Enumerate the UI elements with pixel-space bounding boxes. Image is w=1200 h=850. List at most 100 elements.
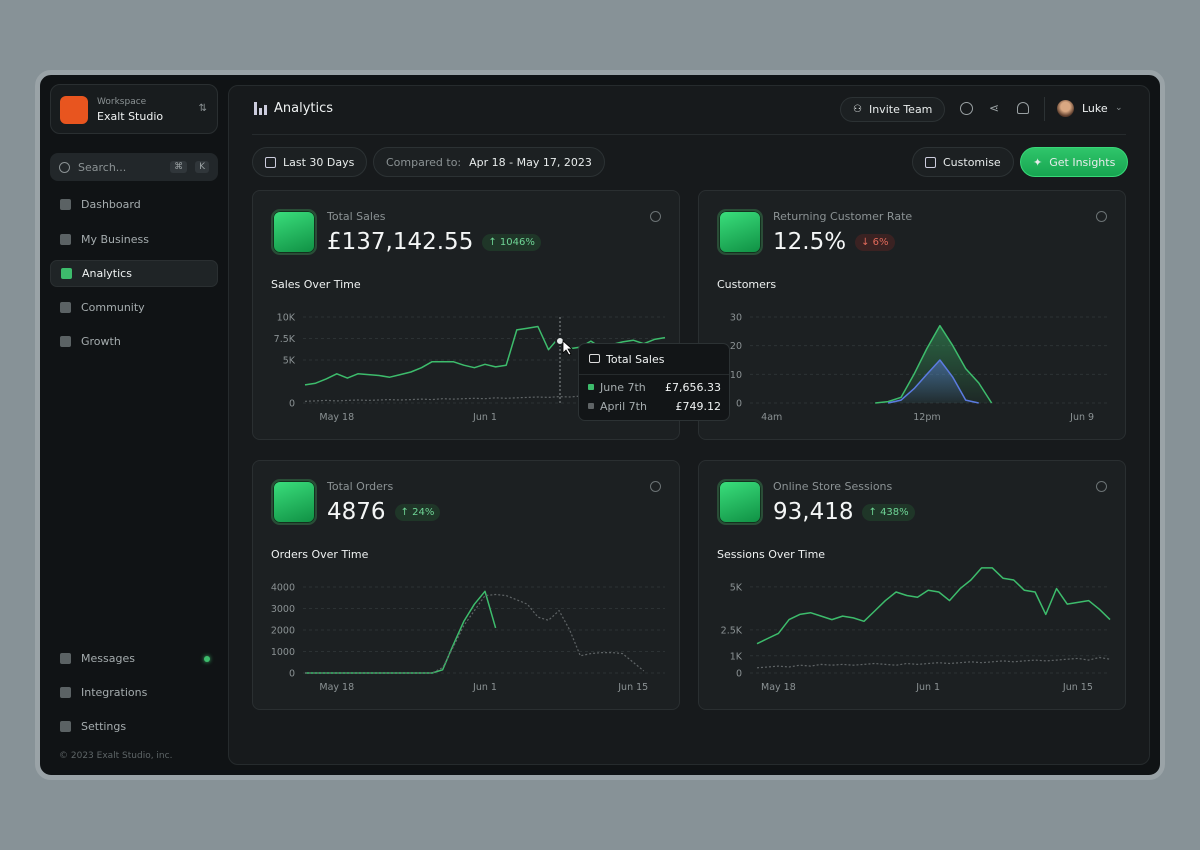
metric-icon: [717, 479, 763, 525]
x-tick-label: 12pm: [913, 412, 940, 423]
search-placeholder: Search...: [78, 160, 127, 174]
change-value: 438%: [880, 506, 909, 518]
y-tick-label: 5K: [283, 356, 296, 367]
user-chevron: ⌄: [1115, 103, 1123, 113]
y-tick-label: 1K: [730, 651, 743, 662]
nav-item[interactable]: Settings: [50, 713, 218, 740]
customise-button[interactable]: Customise: [912, 147, 1014, 177]
shortcut-key: ⌘: [170, 161, 188, 173]
tooltip-title: Total Sales: [589, 353, 664, 367]
x-tick-label: May 18: [319, 412, 354, 423]
tooltip-row-value: £749.12: [675, 400, 722, 413]
analytics-icon: [254, 102, 267, 115]
metric-label: Online Store Sessions: [773, 480, 893, 493]
y-tick-label: 4000: [271, 583, 295, 594]
y-tick-label: 0: [289, 399, 295, 410]
nav-item[interactable]: Community: [50, 294, 218, 321]
metric-label: Total Sales: [327, 210, 386, 223]
metric-icon: [271, 209, 317, 255]
help-icon[interactable]: [960, 102, 973, 115]
range-label: Last 30 Days: [283, 155, 355, 169]
metric-row: £137,142.55 ↑ 1046%: [327, 227, 541, 257]
change-badge: ↓ 6%: [855, 233, 895, 251]
chart-title: Sales Over Time: [271, 278, 361, 291]
change-value: 1046%: [499, 236, 535, 248]
tooltip-swatch: [588, 384, 594, 390]
nav-item[interactable]: Growth: [50, 328, 218, 355]
change-value: 24%: [412, 506, 435, 518]
metric-value: 12.5%: [773, 229, 847, 255]
x-tick-label: Jun 15: [1062, 682, 1093, 693]
page-title: Analytics: [274, 101, 334, 116]
y-tick-label: 30: [730, 313, 742, 324]
change-value: 6%: [872, 236, 889, 248]
avatar[interactable]: [1057, 100, 1074, 117]
user-name[interactable]: Luke: [1082, 102, 1108, 115]
y-tick-label: 2000: [271, 626, 295, 637]
invite-button[interactable]: ⚇ Invite Team: [840, 97, 946, 122]
metric-row: 4876 ↑ 24%: [327, 497, 441, 527]
info-icon[interactable]: [1096, 481, 1107, 492]
insights-label: Get Insights: [1049, 155, 1116, 169]
series-line: [305, 590, 497, 674]
tooltip-row-label: June 7th: [600, 381, 646, 394]
metric-value: 4876: [327, 499, 386, 525]
y-tick-label: 20: [730, 341, 742, 352]
series-line: [875, 324, 993, 404]
unread-dot: [204, 655, 210, 662]
x-tick-label: 4am: [761, 412, 782, 423]
x-tick-label: Jun 1: [472, 412, 497, 423]
series-line: [887, 359, 979, 404]
nav-item[interactable]: Dashboard: [50, 191, 218, 218]
y-tick-label: 0: [289, 669, 295, 680]
tooltip-swatch: [588, 403, 594, 409]
workspace-switcher[interactable]: Workspace Exalt Studio ⇅: [50, 84, 218, 134]
workspace-name: Exalt Studio: [97, 110, 164, 123]
change-badge: ↑ 24%: [394, 503, 441, 521]
tooltip-title-text: Total Sales: [606, 353, 665, 366]
series-line: [305, 593, 645, 674]
tooltip: Total Sales June 7th £7,656.33 April 7th…: [578, 343, 730, 421]
x-tick-label: May 18: [319, 682, 354, 693]
series-line: [756, 656, 1111, 669]
y-tick-label: 10K: [277, 313, 296, 324]
chart-title: Customers: [717, 278, 777, 291]
metric-icon: [717, 209, 763, 255]
bell-icon[interactable]: [1017, 102, 1029, 114]
compare-label: Compared to:: [386, 155, 462, 169]
insights-button[interactable]: ✦ Get Insights: [1020, 147, 1129, 177]
chevron: ⇅: [198, 103, 207, 114]
x-tick-label: Jun 1: [472, 682, 497, 693]
invite-label: Invite Team: [868, 103, 933, 116]
y-tick-label: 7.5K: [274, 334, 296, 345]
y-tick-label: 2.5K: [721, 625, 743, 636]
nav-item[interactable]: Integrations: [50, 679, 218, 706]
nav-item[interactable]: My Business: [50, 226, 218, 253]
series-area: [875, 325, 992, 403]
range-button[interactable]: Last 30 Days: [252, 147, 368, 177]
share-icon[interactable]: ⋖: [989, 101, 1000, 115]
nav-label: Messages: [81, 652, 135, 665]
info-icon[interactable]: [650, 481, 661, 492]
search-icon: [59, 161, 70, 173]
tooltip-row-value: £7,656.33: [665, 381, 721, 394]
compare-button[interactable]: Compared to: Apr 18 - May 17, 2023: [373, 147, 605, 177]
workspace-label: Workspace: [97, 97, 147, 107]
nav-item-active[interactable]: Analytics: [50, 260, 218, 287]
metric-row: 12.5% ↓ 6%: [773, 227, 895, 257]
search[interactable]: Search... ⌘ K: [50, 153, 218, 181]
chart-title: Orders Over Time: [271, 548, 369, 561]
y-tick-label: 3000: [271, 604, 295, 615]
info-icon[interactable]: [1096, 211, 1107, 222]
nav-item[interactable]: Messages: [50, 645, 218, 672]
divider: [1044, 97, 1045, 121]
y-tick-label: 0: [736, 669, 742, 680]
nav-label: Community: [81, 301, 145, 314]
nav-label: My Business: [81, 233, 150, 246]
change-badge: ↑ 438%: [862, 503, 915, 521]
nav-label: Analytics: [82, 267, 132, 280]
chart-title: Sessions Over Time: [717, 548, 826, 561]
info-icon[interactable]: [650, 211, 661, 222]
